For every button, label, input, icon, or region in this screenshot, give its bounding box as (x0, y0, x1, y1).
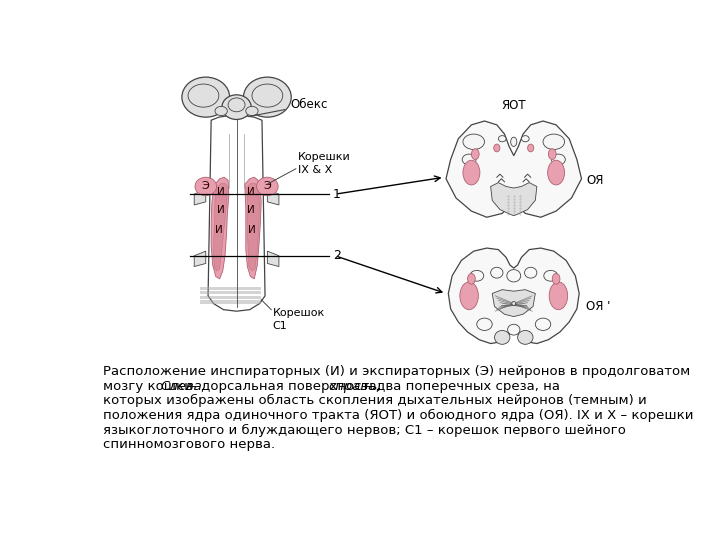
Text: справа: справа (328, 380, 377, 393)
Text: Слева: Слева (161, 380, 202, 393)
Text: ОЯ: ОЯ (586, 174, 603, 187)
Polygon shape (490, 183, 537, 215)
Polygon shape (199, 291, 261, 294)
Text: Э: Э (202, 181, 210, 192)
Ellipse shape (510, 137, 517, 146)
Polygon shape (199, 296, 261, 299)
Ellipse shape (188, 84, 219, 107)
Ellipse shape (472, 148, 479, 159)
Ellipse shape (195, 177, 217, 195)
Text: которых изображены область скопления дыхательных нейронов (темным) и: которых изображены область скопления дых… (104, 394, 647, 408)
Ellipse shape (477, 318, 492, 330)
Text: – дорсальная поверхность;: – дорсальная поверхность; (186, 380, 385, 393)
Ellipse shape (507, 269, 521, 282)
Ellipse shape (508, 325, 520, 335)
Polygon shape (211, 177, 229, 279)
Ellipse shape (462, 154, 476, 165)
Polygon shape (449, 248, 579, 343)
Ellipse shape (182, 77, 230, 117)
Ellipse shape (494, 144, 500, 152)
Ellipse shape (535, 318, 551, 330)
Ellipse shape (246, 106, 258, 116)
Text: И: И (247, 187, 255, 197)
Ellipse shape (215, 106, 228, 116)
Text: языкоглоточного и блуждающего нервов; C1 – корешок первого шейного: языкоглоточного и блуждающего нервов; C1… (104, 423, 626, 437)
Ellipse shape (463, 160, 480, 185)
Text: – два поперечных среза, на: – два поперечных среза, на (361, 380, 559, 393)
Ellipse shape (525, 267, 537, 278)
Polygon shape (194, 251, 206, 267)
Ellipse shape (549, 282, 567, 309)
Ellipse shape (548, 160, 564, 185)
Polygon shape (194, 190, 206, 205)
Ellipse shape (518, 330, 533, 345)
Ellipse shape (544, 271, 558, 281)
Ellipse shape (256, 177, 278, 195)
Polygon shape (199, 287, 261, 289)
Ellipse shape (463, 134, 485, 150)
Text: И: И (247, 205, 255, 214)
Text: Обекс: Обекс (248, 98, 328, 117)
Text: 1: 1 (333, 188, 341, 201)
Text: положения ядра одиночного тракта (ЯОТ) и обоюдного ядра (ОЯ). IX и X – корешки: положения ядра одиночного тракта (ЯОТ) и… (104, 409, 694, 422)
Text: И: И (215, 225, 222, 235)
Text: Корешок
C1: Корешок C1 (273, 308, 325, 330)
Ellipse shape (222, 95, 251, 119)
Ellipse shape (243, 77, 291, 117)
Ellipse shape (521, 136, 529, 142)
Polygon shape (492, 289, 535, 316)
Ellipse shape (552, 273, 560, 284)
Ellipse shape (252, 84, 283, 107)
Polygon shape (267, 251, 279, 267)
Ellipse shape (512, 301, 516, 306)
Text: Корешки
IX & X: Корешки IX & X (298, 152, 351, 174)
Polygon shape (446, 121, 582, 217)
Ellipse shape (470, 271, 484, 281)
Text: Э: Э (264, 181, 271, 192)
Polygon shape (246, 184, 260, 271)
Polygon shape (213, 184, 228, 271)
Polygon shape (267, 190, 279, 205)
Text: мозгу кошки.: мозгу кошки. (104, 380, 202, 393)
Polygon shape (199, 300, 261, 303)
Ellipse shape (543, 134, 564, 150)
Ellipse shape (528, 144, 534, 152)
Polygon shape (208, 116, 265, 311)
Ellipse shape (552, 154, 565, 165)
Ellipse shape (498, 136, 506, 142)
Ellipse shape (495, 330, 510, 345)
Text: И: И (217, 187, 224, 197)
Ellipse shape (228, 98, 245, 112)
Ellipse shape (460, 282, 478, 309)
Text: И: И (248, 225, 256, 235)
Polygon shape (245, 177, 261, 279)
Text: Расположение инспираторных (И) и экспираторных (Э) нейронов в продолговатом: Расположение инспираторных (И) и экспира… (104, 365, 690, 378)
Ellipse shape (467, 273, 475, 284)
Text: спинномозгового нерва.: спинномозгового нерва. (104, 438, 276, 451)
Ellipse shape (549, 148, 556, 159)
Text: 2: 2 (333, 249, 341, 262)
Text: ЯОТ: ЯОТ (501, 99, 526, 112)
Text: ОЯ ': ОЯ ' (586, 300, 611, 313)
Text: И: И (217, 205, 224, 214)
Ellipse shape (490, 267, 503, 278)
